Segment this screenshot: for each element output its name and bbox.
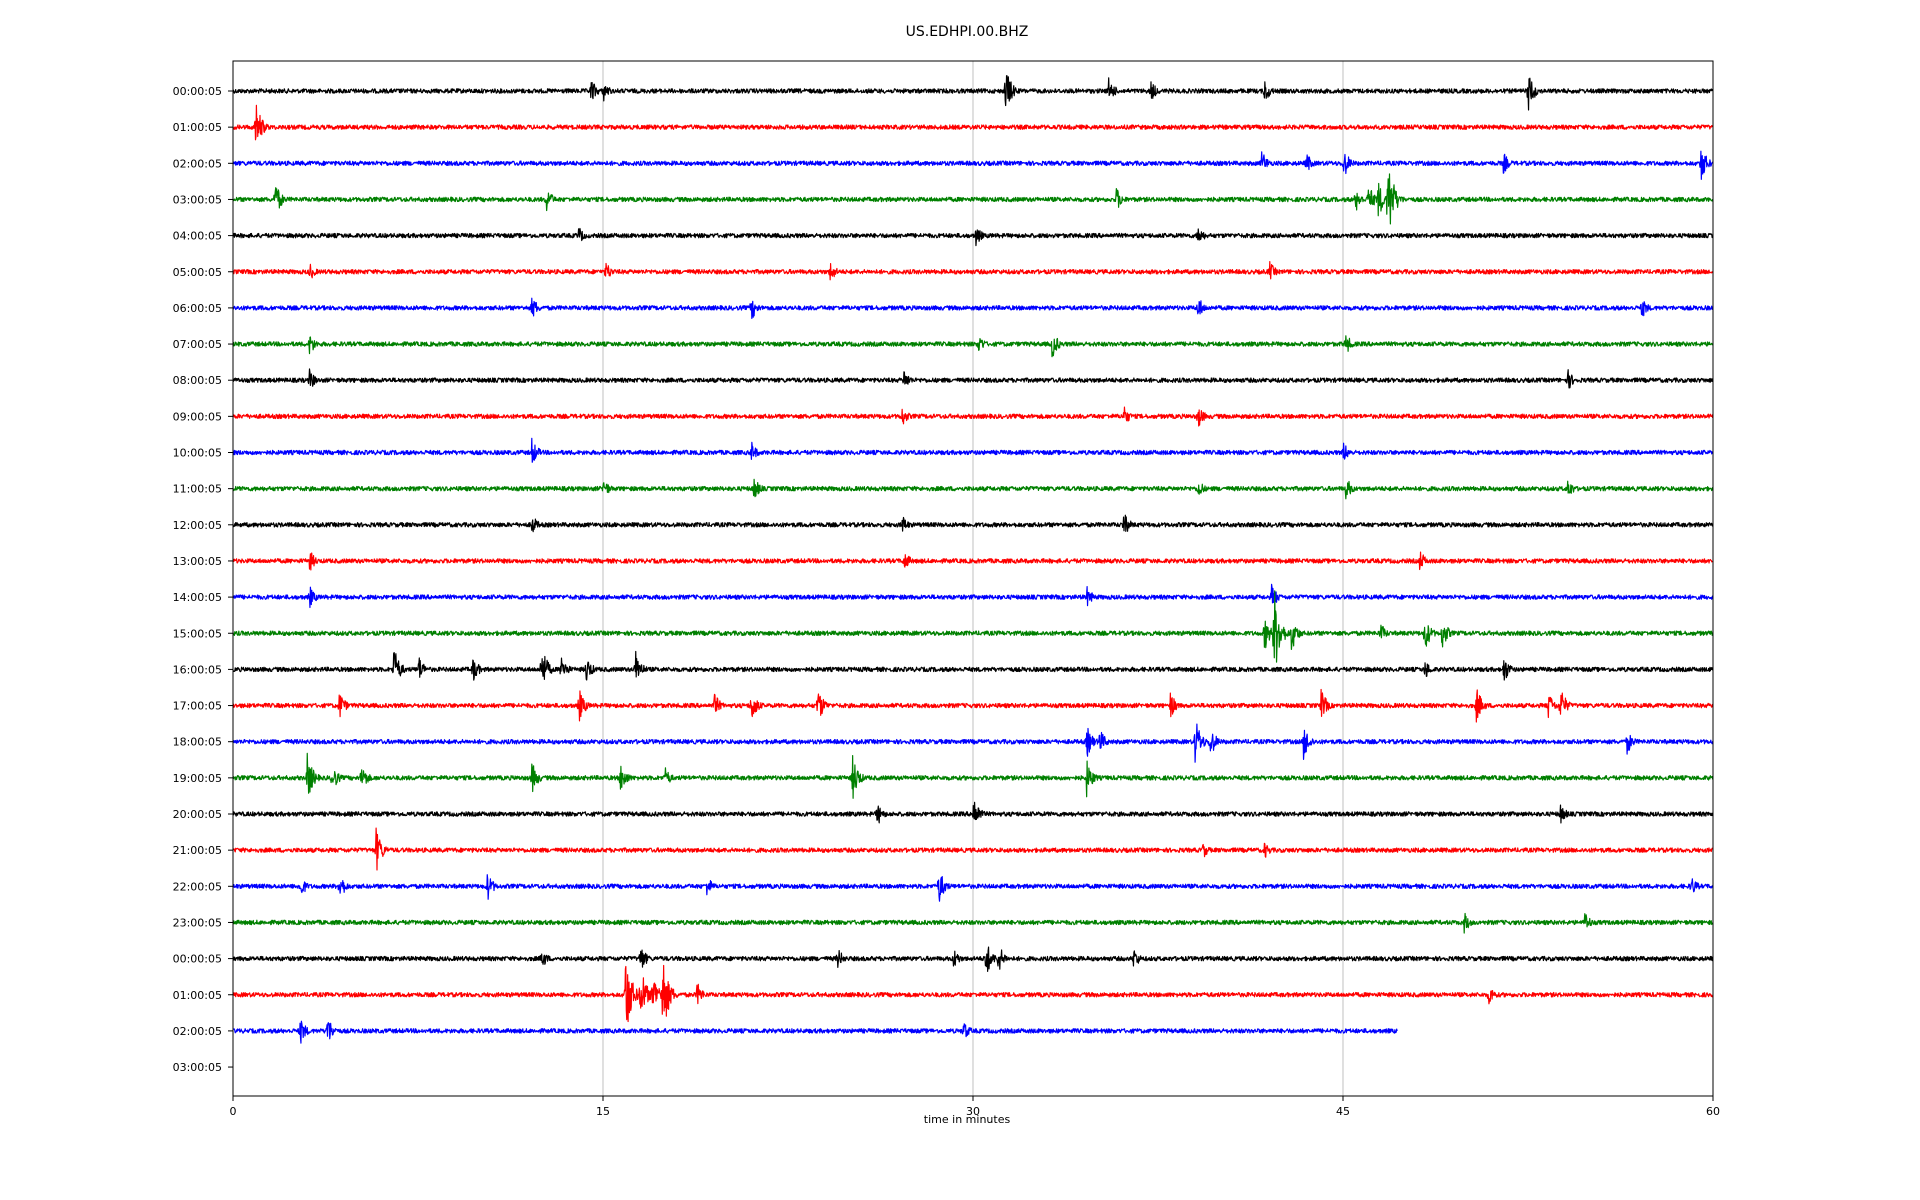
x-tick-label: 60 bbox=[1706, 1105, 1720, 1118]
trace-line bbox=[232, 723, 1714, 763]
row-label: 18:00:05 bbox=[173, 736, 222, 749]
row-label: 04:00:05 bbox=[173, 230, 222, 243]
trace-line bbox=[232, 335, 1714, 358]
trace-line bbox=[232, 551, 1714, 571]
row-label: 23:00:05 bbox=[173, 916, 222, 929]
row-label: 06:00:05 bbox=[173, 302, 222, 315]
row-label: 11:00:05 bbox=[173, 483, 222, 496]
trace-line bbox=[232, 801, 1714, 824]
trace-line bbox=[232, 688, 1714, 723]
x-tick-label: 15 bbox=[596, 1105, 610, 1118]
row-label: 07:00:05 bbox=[173, 338, 222, 351]
trace-line bbox=[232, 514, 1714, 533]
row-label: 13:00:05 bbox=[173, 555, 222, 568]
trace-line bbox=[232, 227, 1714, 247]
x-tick-label: 45 bbox=[1336, 1105, 1350, 1118]
trace-line bbox=[232, 478, 1714, 500]
trace-line bbox=[232, 75, 1714, 111]
trace-line bbox=[232, 827, 1713, 871]
trace-line bbox=[232, 437, 1714, 463]
x-tick-label: 30 bbox=[966, 1105, 980, 1118]
trace-line bbox=[232, 261, 1714, 281]
row-label: 02:00:05 bbox=[173, 1025, 222, 1038]
row-label: 01:00:05 bbox=[173, 989, 222, 1002]
row-label: 22:00:05 bbox=[173, 880, 222, 893]
trace-line bbox=[232, 590, 1714, 663]
trace-line bbox=[232, 297, 1714, 320]
row-label: 00:00:05 bbox=[173, 85, 222, 98]
row-label: 14:00:05 bbox=[173, 591, 222, 604]
trace-line bbox=[232, 368, 1714, 389]
row-labels: 00:00:05 01:00:05 02:00:05 03:00:05 04:00:05… bbox=[173, 85, 233, 1074]
row-label: 03:00:05 bbox=[173, 193, 222, 206]
row-label: 10:00:05 bbox=[173, 447, 222, 460]
row-label: 21:00:05 bbox=[173, 844, 222, 857]
row-label: 19:00:05 bbox=[173, 772, 222, 785]
x-tick-label: 0 bbox=[230, 1105, 237, 1118]
x-axis-label: time in minutes bbox=[924, 1113, 1011, 1126]
row-label: 15:00:05 bbox=[173, 627, 222, 640]
trace-line bbox=[232, 650, 1714, 681]
trace-line bbox=[232, 752, 1714, 799]
row-label: 01:00:05 bbox=[173, 121, 222, 134]
trace-line bbox=[232, 173, 1714, 225]
row-label: 02:00:05 bbox=[173, 157, 222, 170]
row-label: 00:00:05 bbox=[173, 953, 222, 966]
x-axis: 0 15 30 45 60 bbox=[230, 1096, 1720, 1118]
trace-layer bbox=[232, 75, 1714, 1044]
trace-line bbox=[232, 912, 1714, 934]
trace-line bbox=[232, 406, 1714, 427]
row-label: 12:00:05 bbox=[173, 519, 222, 532]
trace-line bbox=[232, 874, 1713, 902]
trace-line bbox=[232, 964, 1713, 1023]
row-label: 17:00:05 bbox=[173, 700, 222, 713]
row-label: 08:00:05 bbox=[173, 374, 222, 387]
trace-line bbox=[232, 1020, 1398, 1044]
trace-line bbox=[232, 583, 1714, 609]
trace-line bbox=[232, 946, 1714, 973]
row-label: 09:00:05 bbox=[173, 410, 222, 423]
row-label: 03:00:05 bbox=[173, 1061, 222, 1074]
chart-title: US.EDHPI.00.BHZ bbox=[906, 24, 1029, 40]
trace-line bbox=[232, 150, 1714, 180]
row-label: 05:00:05 bbox=[173, 266, 222, 279]
row-label: 16:00:05 bbox=[173, 663, 222, 676]
trace-line bbox=[232, 104, 1714, 141]
row-label: 20:00:05 bbox=[173, 808, 222, 821]
